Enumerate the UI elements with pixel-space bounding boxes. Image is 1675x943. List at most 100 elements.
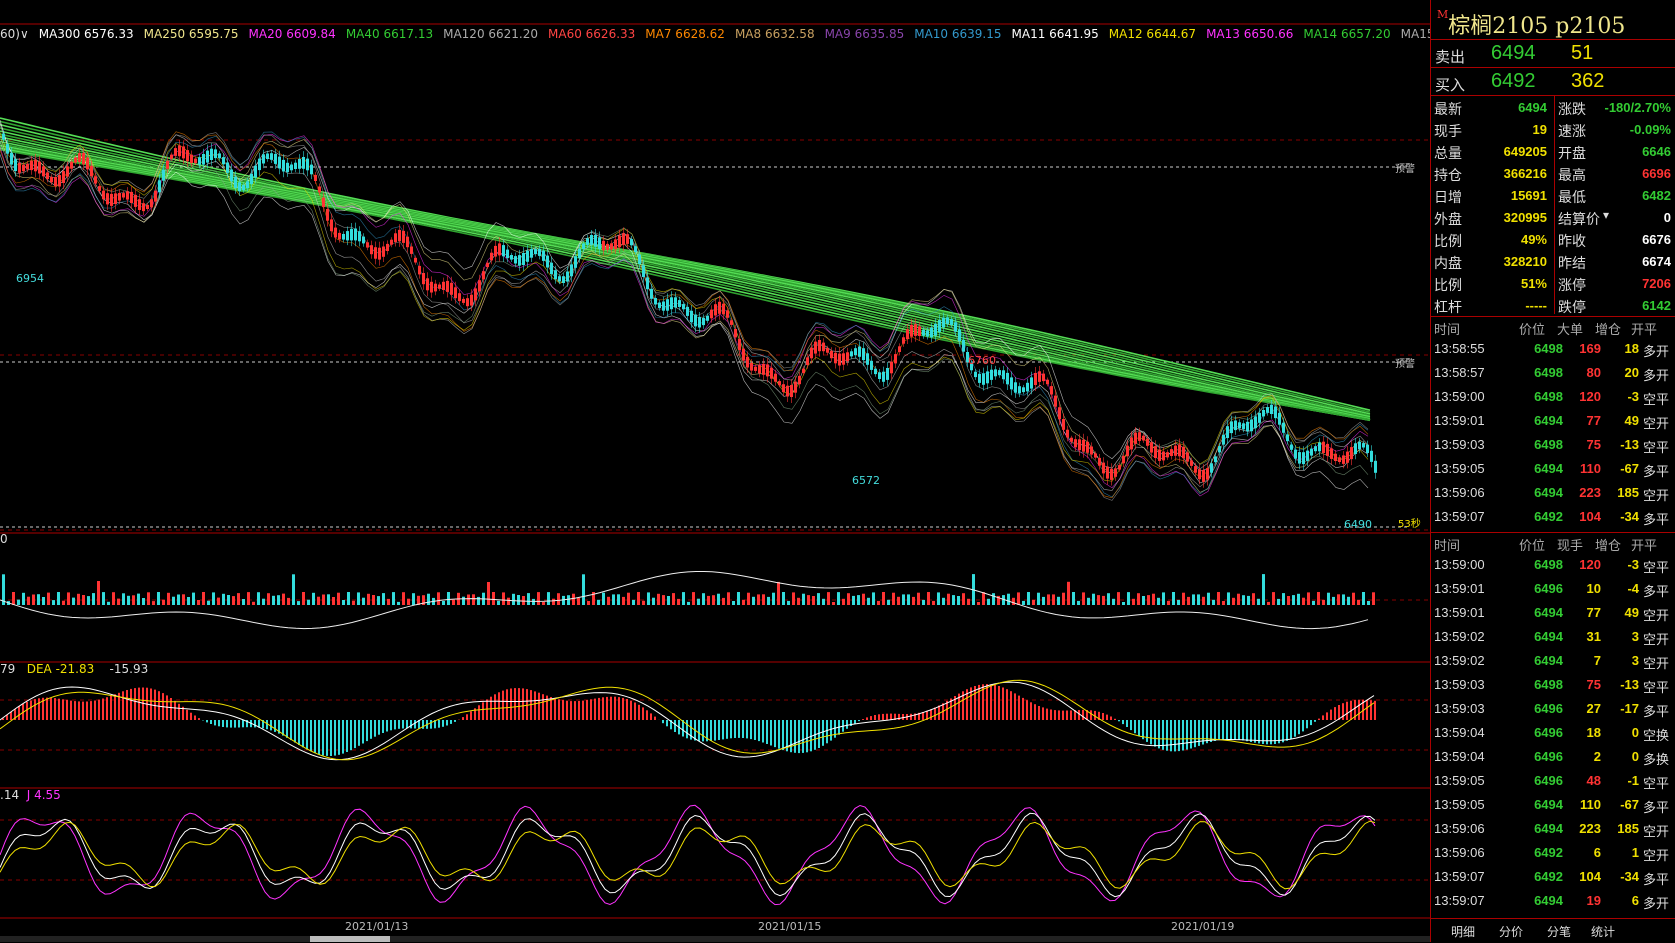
macd-bar [1146,720,1148,742]
tab-2[interactable]: 分笔 [1547,923,1571,940]
volume-bar [1187,597,1190,605]
volume-bar [232,596,235,605]
macd-bar [1126,720,1128,727]
tick-time: 13:59:05 [1434,797,1485,812]
volume-bar [1192,594,1195,605]
macd-bar [1014,693,1016,720]
volume-bar [472,594,475,605]
main-contract-mark: M [1437,8,1448,21]
macd-bar [622,698,624,720]
stat-key: 外盘 [1434,209,1462,229]
candlestick-chart[interactable] [0,0,1430,942]
tick-vol: 31 [1565,629,1601,644]
tick-chg: -67 [1603,461,1639,476]
macd-bar [1082,710,1084,720]
stat-key: 速涨 [1558,121,1586,141]
alert-label-1[interactable]: 预警 [1395,160,1415,175]
volume-bar [157,592,160,605]
volume-bar [62,601,65,605]
macd-bar [566,701,568,720]
volume-bar [492,592,495,605]
stat-row: 速涨-0.09% [1555,118,1675,140]
chevron-down-icon[interactable]: ▾ [1603,208,1609,222]
volume-bar [1307,592,1310,605]
tick-header-1: 时间价位大单增仓开平 [1431,316,1675,337]
volume-bar [647,592,650,605]
contract-title[interactable]: M棕榈2105 p2105 [1437,8,1625,40]
macd-bar [1318,719,1320,720]
stat-value: 6674 [1642,254,1671,269]
macd-bar [1134,720,1136,733]
ask-row[interactable]: 卖出 6494 51 [1431,39,1675,68]
volume-bar [1072,592,1075,605]
volume-bar [512,594,515,605]
stat-key: 最低 [1558,187,1586,207]
tick-vol: 169 [1565,341,1601,356]
tick-price: 6494 [1517,413,1563,428]
macd-bar [654,717,656,720]
tick-time: 13:59:01 [1434,413,1485,428]
stat-key: 跌停 [1558,297,1586,317]
volume-bar [487,582,490,605]
tick-type: 空开 [1643,845,1669,864]
macd-bar [186,710,188,720]
macd-bar [1278,720,1280,743]
macd-bar [378,720,380,735]
tick-price: 6494 [1517,605,1563,620]
volume-bar [992,593,995,605]
macd-bar [414,720,416,729]
scrollbar-thumb[interactable] [310,936,390,942]
tab-3[interactable]: 统计 [1591,923,1615,940]
volume-bar [762,594,765,605]
tick-price: 6492 [1517,869,1563,884]
volume-bar [77,594,80,605]
volume-bar [372,595,375,605]
macd-bar [430,720,432,729]
tab-1[interactable]: 分价 [1499,923,1523,940]
macd-bar [238,720,240,728]
volume-bar [312,593,315,605]
macd-bar [1230,720,1232,739]
horizontal-scrollbar[interactable] [0,936,1430,942]
volume-bar [247,592,250,605]
tab-0[interactable]: 明细 [1451,923,1475,940]
volume-bar [252,602,255,605]
macd-bar [686,720,688,738]
tick-price: 6498 [1517,437,1563,452]
tick-time: 13:59:03 [1434,677,1485,692]
volume-bar [1292,595,1295,605]
bid-row[interactable]: 买入 6492 362 [1431,67,1675,96]
alert-label-2[interactable]: 预警 [1395,355,1415,370]
macd-bar [806,720,808,752]
macd-bar [1122,720,1124,724]
volume-bar [692,592,695,605]
tick-time: 13:59:07 [1434,509,1485,524]
volume-bar [442,601,445,605]
macd-bar [1322,715,1324,720]
volume-bar [92,593,95,605]
